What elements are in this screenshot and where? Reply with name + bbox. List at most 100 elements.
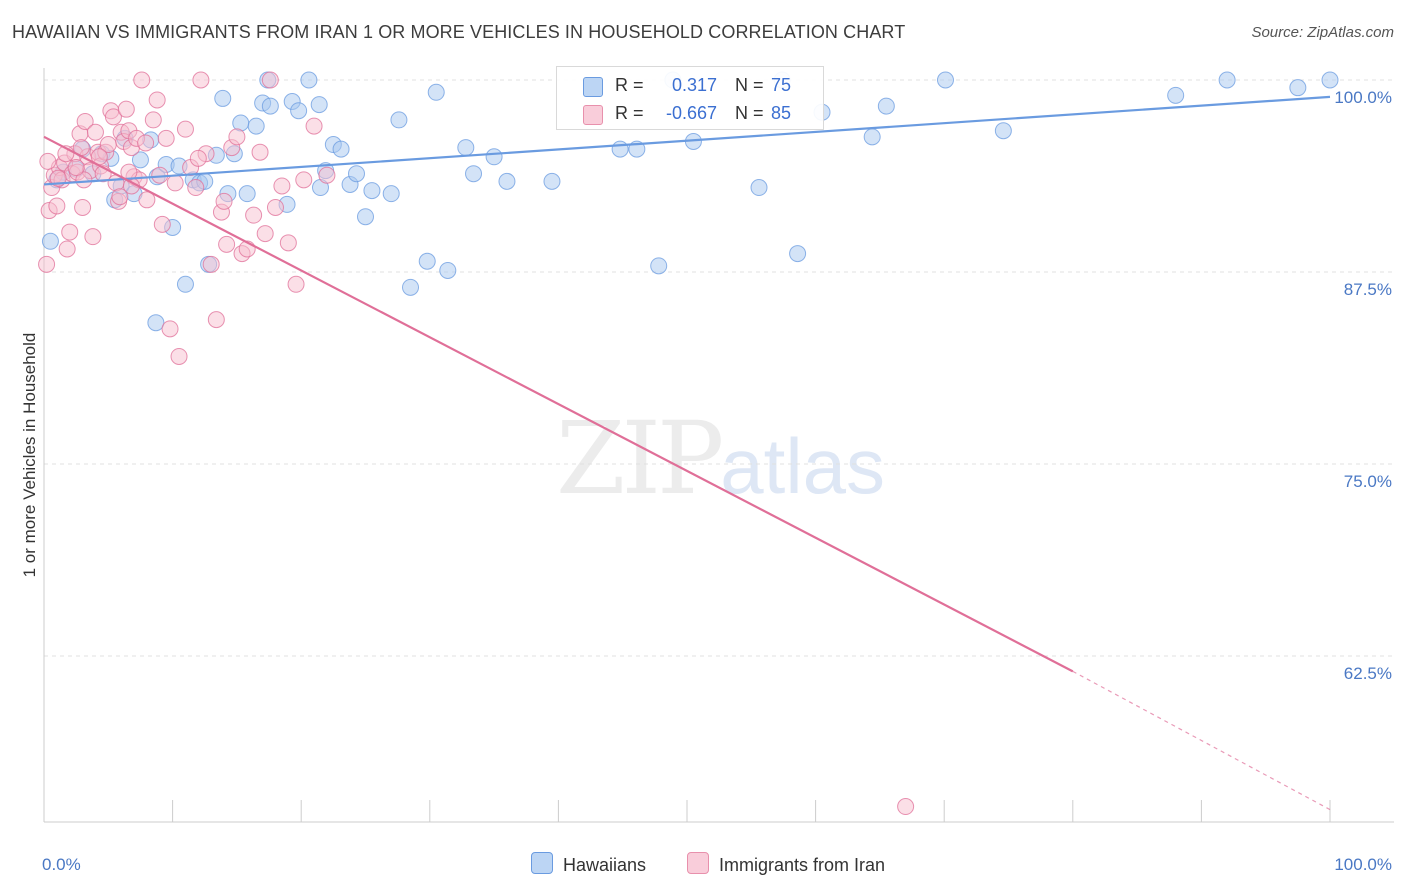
iran-point (266, 198, 284, 216)
iran-point (261, 71, 279, 89)
legend-label-hawaiians: Hawaiians (563, 855, 647, 875)
hawaiians-point (427, 83, 445, 101)
iran-point (228, 128, 246, 146)
hawaiians-point (439, 261, 457, 279)
hawaiians-point (1321, 71, 1339, 89)
legend-swatch-hawaiians (531, 852, 553, 874)
y-tick-label: 100.0% (1334, 88, 1392, 107)
iran-point (215, 192, 233, 210)
hawaiians-point (457, 139, 475, 157)
chart-title: HAWAIIAN VS IMMIGRANTS FROM IRAN 1 OR MO… (12, 22, 906, 42)
hawaiians-point (863, 128, 881, 146)
hawaiians-point (750, 179, 768, 197)
iran-point (273, 177, 291, 195)
iran-point (166, 174, 184, 192)
n-label: N = (735, 103, 764, 123)
iran-point (75, 171, 93, 189)
iran-point (256, 225, 274, 243)
hawaiians-point (41, 232, 59, 250)
iran-point (39, 152, 57, 170)
r-value-iran: -0.667 (665, 103, 717, 123)
hawaiians-point (465, 165, 483, 183)
iran-point (245, 206, 263, 224)
iran-point (48, 197, 66, 215)
hawaiians-point (147, 314, 165, 332)
n-value-iran: 85 (771, 103, 792, 123)
iran-point (111, 188, 129, 206)
iran-point (176, 120, 194, 138)
hawaiians-point (310, 96, 328, 114)
hawaiians-point (789, 245, 807, 263)
hawaiians-point (418, 252, 436, 270)
iran-point (58, 240, 76, 258)
iran-point (144, 111, 162, 129)
iran-point (38, 255, 56, 273)
iran-trend-line-extension (1072, 670, 1331, 811)
hawaiians-point (994, 122, 1012, 140)
hawaiians-trend-line (43, 95, 1331, 186)
y-tick-label: 62.5% (1344, 664, 1392, 683)
n-label: N = (735, 75, 764, 95)
legend-label-iran: Immigrants from Iran (719, 855, 886, 875)
watermark: ZIPatlas (556, 400, 885, 517)
hawaiians-point (402, 278, 420, 296)
iran-trend-line (43, 135, 1074, 673)
iran-point (202, 255, 220, 273)
iran-point (61, 223, 79, 241)
iran-point (74, 198, 92, 216)
hawaiians-point (363, 182, 381, 200)
iran-point (218, 235, 236, 253)
iran-point (76, 112, 94, 130)
chart-source: Source: ZipAtlas.com (1251, 24, 1394, 41)
iran-point (207, 311, 225, 329)
iran-point (153, 215, 171, 233)
iran-point (148, 91, 166, 109)
y-tick-label: 75.0% (1344, 472, 1392, 491)
x-tick-label: 100.0% (1334, 855, 1392, 874)
n-value-hawaiians: 75 (771, 75, 792, 95)
hawaiians-point (382, 185, 400, 203)
legend-item-hawaiians[interactable]: Hawaiians (531, 852, 646, 876)
iran-point (138, 191, 156, 209)
iran-point (137, 134, 155, 152)
iran-point (86, 123, 104, 141)
iran-point (84, 228, 102, 246)
hawaiians-point (290, 102, 308, 120)
iran-point (279, 234, 297, 252)
iran-point (287, 275, 305, 293)
hawaiians-point (261, 97, 279, 115)
stats-legend-row-hawaiians: R = 0.317 N = 75 (557, 73, 823, 101)
hawaiians-point (357, 208, 374, 226)
hawaiians-point (936, 71, 954, 89)
hawaiians-point (611, 140, 629, 158)
hawaiians-point (1167, 86, 1185, 104)
iran-point (104, 108, 122, 126)
stats-legend-row-iran: R = -0.667 N = 85 (557, 101, 823, 129)
x-tick-label: 0.0% (42, 855, 81, 874)
hawaiians-point (247, 117, 265, 135)
iran-point (67, 159, 85, 177)
hawaiians-point (214, 89, 232, 107)
hawaiians-point (1289, 79, 1307, 97)
iran-point (189, 149, 207, 167)
hawaiians-swatch (583, 77, 603, 97)
r-label: R = (615, 75, 644, 95)
legend-item-iran[interactable]: Immigrants from Iran (687, 852, 885, 876)
iran-point (117, 100, 135, 118)
iran-point (251, 143, 269, 161)
iran-point (170, 347, 188, 365)
iran-point (897, 798, 915, 816)
hawaiians-point (543, 172, 561, 190)
hawaiians-point (176, 275, 194, 293)
hawaiians-point (390, 111, 408, 129)
watermark-zip: ZIP (556, 400, 724, 517)
iran-point (192, 71, 210, 89)
iran-point (295, 171, 313, 189)
iran-point (305, 117, 323, 135)
r-value-hawaiians: 0.317 (671, 75, 717, 95)
hawaiians-point (300, 71, 318, 89)
hawaiians-point (650, 257, 668, 275)
hawaiians-point (1218, 71, 1236, 89)
iran-swatch (583, 105, 603, 125)
